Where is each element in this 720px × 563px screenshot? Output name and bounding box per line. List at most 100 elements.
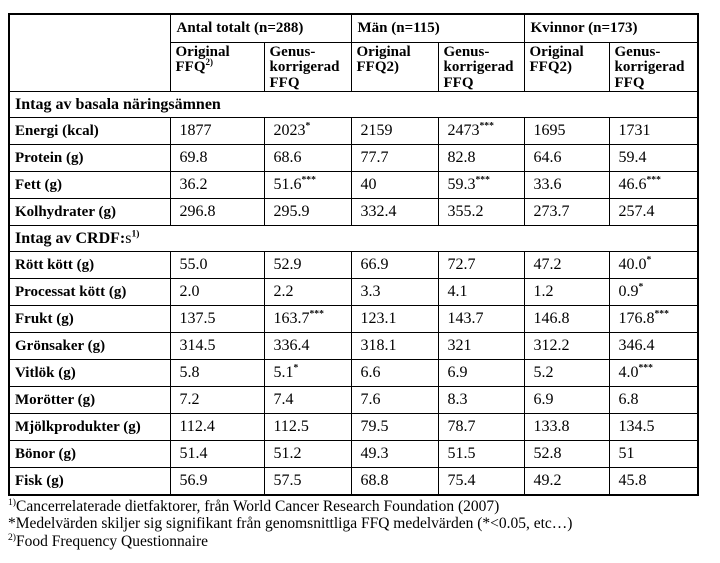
value-text: 112.5 [273,418,309,436]
value-cell: 68.6 [263,144,352,173]
value-cell: 33.6 [523,171,610,200]
value-cell: 52.8 [523,440,610,469]
row-label: Fett (g) [8,171,171,200]
value-cell: 2473*** [437,117,525,146]
value-cell: 4.1 [437,278,525,307]
subheader-man-original: Original FFQ2) [350,41,439,93]
value-text: 82.8 [447,149,476,167]
table-row: Fett (g) 36.2 51.6*** 40 59.3*** 33.6 46.6*** [8,171,699,200]
value-cell: 2023* [263,117,352,146]
value-cell: 5.2 [523,359,610,388]
table-row: Kolhydrater (g) 296.8 295.9 332.4 355.2 273.7… [8,198,699,227]
value-text: 40 [360,176,377,194]
value-text: 143.7 [447,310,484,328]
value-text: 51.6 [273,176,302,194]
value-cell: 355.2 [437,198,525,227]
value-cell: 134.5 [608,413,699,442]
table-row: Frukt (g) 137.5 163.7*** 123.1 143.7 146.8 176… [8,305,699,334]
value-text: 49.3 [360,445,389,463]
table-row: Protein (g) 69.8 68.6 77.7 82.8 64.6 59.4 [8,144,699,173]
footnote-text: Food Frequency Questionnaire [16,532,208,550]
value-cell: 51.2 [263,440,352,469]
value-cell: 47.2 [523,251,610,280]
row-label: Mjölkprodukter (g) [8,413,171,442]
footnote-superscript: 1) [8,496,16,508]
value-text: 46.6 [618,176,647,194]
value-cell: 78.7 [437,413,525,442]
value-cell: 45.8 [608,467,699,496]
value-text: 72.7 [447,256,476,274]
significance-stars: * [646,254,652,266]
significance-stars: *** [479,120,494,132]
value-cell: 273.7 [523,198,610,227]
value-cell: 296.8 [169,198,265,227]
col-group-kvinnor: Kvinnor (n=173) [523,13,699,43]
subheader-kvinnor-original: Original FFQ2) [523,41,610,93]
value-text: 68.6 [273,149,302,167]
footnote-significance: *Medelvärden skiljer sig signifikant frå… [8,515,713,533]
value-cell: 1.2 [523,278,610,307]
value-text: 79.5 [360,418,389,436]
value-text: 2023 [273,122,306,140]
value-cell: 146.8 [523,305,610,334]
value-cell: 6.9 [437,359,525,388]
value-text: 52.9 [273,256,302,274]
value-text: 49.2 [533,472,562,490]
value-cell: 36.2 [169,171,265,200]
value-text: 2.2 [273,283,294,301]
value-text: 2.0 [179,283,200,301]
significance-stars: *** [646,174,661,186]
value-text: 6.6 [360,364,381,382]
footnote-text: Cancerrelaterade dietfaktorer, från Worl… [16,497,500,515]
value-cell: 40 [350,171,439,200]
table-row: Vitlök (g) 5.8 5.1* 6.6 6.9 5.2 4.0*** [8,359,699,388]
subheader-superscript: 2) [205,57,214,68]
value-cell: 346.4 [608,332,699,361]
section-header-cell: Intag av basala näringsämnen [8,91,699,119]
value-cell: 5.8 [169,359,265,388]
value-text: 295.9 [273,203,310,221]
footnote-superscript: 2) [8,531,16,543]
section-row: Intag av basala näringsämnen [8,91,699,119]
value-text: 321 [447,337,472,355]
value-cell: 1877 [169,117,265,146]
value-cell: 133.8 [523,413,610,442]
value-text: 314.5 [179,337,216,355]
value-cell: 77.7 [350,144,439,173]
value-text: 4.1 [447,283,468,301]
value-text: 3.3 [360,283,381,301]
significance-stars: *** [638,362,653,374]
sub-header-row: Original FFQ2) Genus- korrigerad FFQ Ori… [9,41,699,93]
subheader-text: Original FFQ2) [356,43,411,76]
value-cell: 72.7 [437,251,525,280]
value-text: 75.4 [447,472,476,490]
value-cell: 75.4 [437,467,525,496]
value-cell: 137.5 [169,305,265,334]
value-cell: 112.4 [169,413,265,442]
value-text: 66.9 [360,256,389,274]
value-cell: 2.2 [263,278,352,307]
value-cell: 46.6*** [608,171,699,200]
significance-stars: *** [475,174,490,186]
table-row: Bönor (g) 51.4 51.2 49.3 51.5 52.8 51 [8,440,699,469]
table-row: Fisk (g) 56.9 57.5 68.8 75.4 49.2 45.8 [8,467,699,496]
value-cell: 332.4 [350,198,439,227]
value-cell: 6.9 [523,386,610,415]
col-group-antal-totalt: Antal totalt (n=288) [169,13,352,43]
value-text: 47.2 [533,256,562,274]
value-cell: 59.4 [608,144,699,173]
value-cell: 321 [437,332,525,361]
section-row: Intag av CRDF:s1) [8,225,699,253]
value-text: 134.5 [618,418,655,436]
value-cell: 3.3 [350,278,439,307]
value-text: 6.9 [533,391,554,409]
value-text: 163.7 [273,310,310,328]
value-cell: 64.6 [523,144,610,173]
value-text: 176.8 [618,310,655,328]
value-cell: 51.5 [437,440,525,469]
section-bold-text: Intag av CRDF: [15,229,126,247]
value-text: 4.0 [618,364,639,382]
significance-stars: *** [654,308,669,320]
value-text: 332.4 [360,203,397,221]
row-label: Processat kött (g) [8,278,171,307]
